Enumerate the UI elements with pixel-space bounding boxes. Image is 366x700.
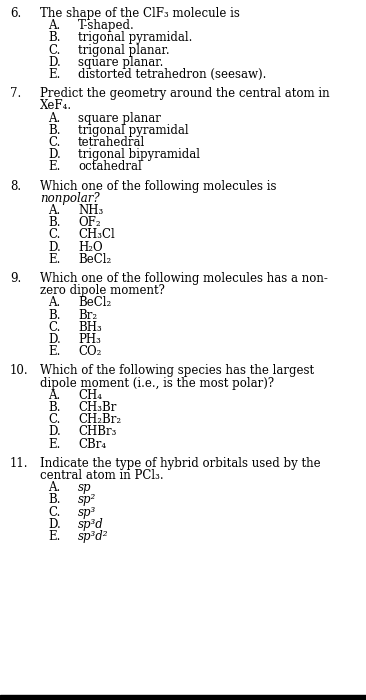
Text: octahedral: octahedral <box>78 160 142 174</box>
Text: central atom in PCl₃.: central atom in PCl₃. <box>40 469 164 482</box>
Text: zero dipole moment?: zero dipole moment? <box>40 284 165 298</box>
Text: B.: B. <box>48 216 60 229</box>
Text: D.: D. <box>48 241 61 253</box>
Text: C.: C. <box>48 43 60 57</box>
Text: trigonal pyramidal.: trigonal pyramidal. <box>78 32 193 44</box>
Text: sp³d: sp³d <box>78 518 104 531</box>
Text: T-shaped.: T-shaped. <box>78 19 135 32</box>
Text: XeF₄.: XeF₄. <box>40 99 72 113</box>
Text: NH₃: NH₃ <box>78 204 103 217</box>
Text: sp²: sp² <box>78 494 96 506</box>
Text: BeCl₂: BeCl₂ <box>78 296 111 309</box>
Text: 10.: 10. <box>10 365 29 377</box>
Text: H₂O: H₂O <box>78 241 102 253</box>
Text: trigonal bipyramidal: trigonal bipyramidal <box>78 148 200 161</box>
Text: Which one of the following molecules is: Which one of the following molecules is <box>40 180 276 193</box>
Text: CH₄: CH₄ <box>78 389 102 402</box>
Text: C.: C. <box>48 505 60 519</box>
Text: The shape of the ClF₃ molecule is: The shape of the ClF₃ molecule is <box>40 7 240 20</box>
Text: E.: E. <box>48 160 60 174</box>
Text: BeCl₂: BeCl₂ <box>78 253 111 266</box>
Text: A.: A. <box>48 481 60 494</box>
Text: Br₂: Br₂ <box>78 309 97 321</box>
Text: A.: A. <box>48 111 60 125</box>
Text: B.: B. <box>48 401 60 414</box>
Text: 6.: 6. <box>10 7 21 20</box>
Text: CO₂: CO₂ <box>78 345 101 358</box>
Text: PH₃: PH₃ <box>78 333 101 346</box>
Text: distorted tetrahedron (seesaw).: distorted tetrahedron (seesaw). <box>78 68 266 81</box>
Text: dipole moment (i.e., is the most polar)?: dipole moment (i.e., is the most polar)? <box>40 377 274 390</box>
Text: CH₂Br₂: CH₂Br₂ <box>78 413 121 426</box>
Text: D.: D. <box>48 56 61 69</box>
Text: C.: C. <box>48 413 60 426</box>
Text: trigonal pyramidal: trigonal pyramidal <box>78 124 188 136</box>
Text: D.: D. <box>48 333 61 346</box>
Text: trigonal planar.: trigonal planar. <box>78 43 169 57</box>
Bar <box>0 695 366 700</box>
Text: D.: D. <box>48 426 61 438</box>
Text: E.: E. <box>48 438 60 451</box>
Text: 7.: 7. <box>10 88 21 100</box>
Text: B.: B. <box>48 494 60 506</box>
Text: B.: B. <box>48 309 60 321</box>
Text: square planar.: square planar. <box>78 56 163 69</box>
Text: sp³: sp³ <box>78 505 96 519</box>
Text: CH₃Br: CH₃Br <box>78 401 116 414</box>
Text: B.: B. <box>48 124 60 136</box>
Text: 11.: 11. <box>10 457 29 470</box>
Text: 9.: 9. <box>10 272 21 285</box>
Text: tetrahedral: tetrahedral <box>78 136 145 149</box>
Text: sp³d²: sp³d² <box>78 530 108 543</box>
Text: A.: A. <box>48 296 60 309</box>
Text: Predict the geometry around the central atom in: Predict the geometry around the central … <box>40 88 330 100</box>
Text: C.: C. <box>48 321 60 334</box>
Text: D.: D. <box>48 518 61 531</box>
Text: nonpolar?: nonpolar? <box>40 192 100 205</box>
Text: A.: A. <box>48 389 60 402</box>
Text: sp: sp <box>78 481 92 494</box>
Text: OF₂: OF₂ <box>78 216 101 229</box>
Text: Indicate the type of hybrid orbitals used by the: Indicate the type of hybrid orbitals use… <box>40 457 321 470</box>
Text: E.: E. <box>48 253 60 266</box>
Text: CH₃Cl: CH₃Cl <box>78 228 115 242</box>
Text: E.: E. <box>48 530 60 543</box>
Text: C.: C. <box>48 228 60 242</box>
Text: E.: E. <box>48 68 60 81</box>
Text: square planar: square planar <box>78 111 161 125</box>
Text: BH₃: BH₃ <box>78 321 102 334</box>
Text: Which of the following species has the largest: Which of the following species has the l… <box>40 365 314 377</box>
Text: D.: D. <box>48 148 61 161</box>
Text: 8.: 8. <box>10 180 21 193</box>
Text: CBr₄: CBr₄ <box>78 438 106 451</box>
Text: E.: E. <box>48 345 60 358</box>
Text: CHBr₃: CHBr₃ <box>78 426 116 438</box>
Text: Which one of the following molecules has a non-: Which one of the following molecules has… <box>40 272 328 285</box>
Text: B.: B. <box>48 32 60 44</box>
Text: C.: C. <box>48 136 60 149</box>
Text: A.: A. <box>48 204 60 217</box>
Text: A.: A. <box>48 19 60 32</box>
